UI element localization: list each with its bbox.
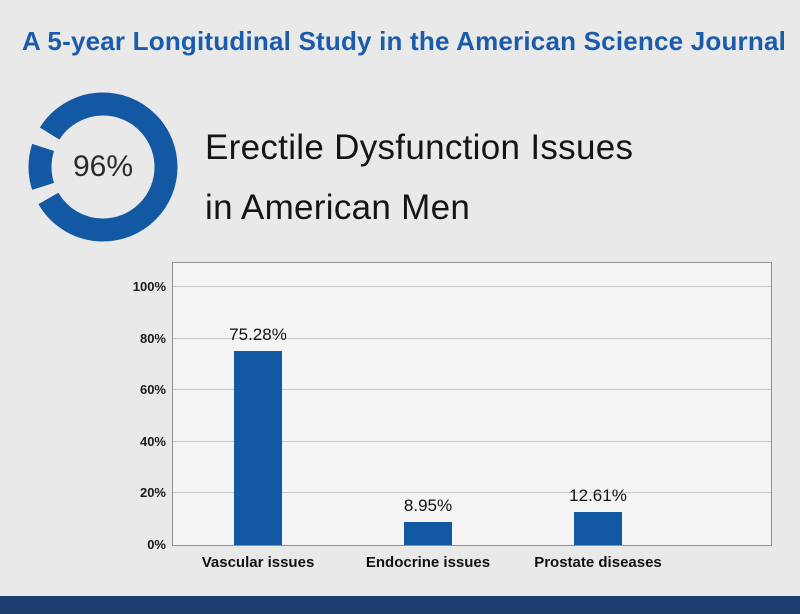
y-tick-label: 80% xyxy=(139,330,166,346)
chart-title-line2: in American Men xyxy=(205,188,471,228)
footer-bar xyxy=(0,596,800,614)
x-tick-label: Endocrine issues xyxy=(365,554,491,571)
gridline xyxy=(173,389,771,391)
x-tick-label: Prostate diseases xyxy=(534,554,662,571)
gridline xyxy=(173,337,771,339)
donut-ring-arc xyxy=(28,92,178,242)
x-tick-label: Vascular issues xyxy=(201,554,315,571)
chart-title-line1: Erectile Dysfunction Issues xyxy=(205,128,634,167)
donut-ring-icon xyxy=(28,92,178,242)
y-axis: 0% 20% 40% 60% 80% 100% xyxy=(128,262,166,552)
chart-title: Erectile Dysfunction Issues in American … xyxy=(205,118,633,238)
plot-area: 75.28% 8.95% 12.61% xyxy=(172,262,772,546)
bar-chart: 0% 20% 40% 60% 80% 100% 75.28% 8.95% 12.61% Vas… xyxy=(128,262,788,592)
bar-value-label: 75.28% xyxy=(229,324,287,344)
bar xyxy=(574,512,622,545)
gridline xyxy=(173,492,771,494)
y-tick-label: 0% xyxy=(147,537,166,552)
y-tick-label: 20% xyxy=(139,485,166,501)
gridline xyxy=(173,286,771,287)
y-tick-label: 60% xyxy=(139,382,166,398)
y-tick-label: 40% xyxy=(139,433,166,449)
stat-value: 96% xyxy=(72,150,134,183)
stat-donut: 96% xyxy=(28,92,178,242)
bar-value-label: 12.61% xyxy=(569,486,627,506)
bar-value-label: 8.95% xyxy=(403,495,453,515)
bar xyxy=(404,521,452,545)
gridline xyxy=(173,440,771,442)
page-title: A 5-year Longitudinal Study in the Ameri… xyxy=(22,26,787,56)
bar xyxy=(234,350,282,545)
y-tick-label: 100% xyxy=(132,279,166,294)
